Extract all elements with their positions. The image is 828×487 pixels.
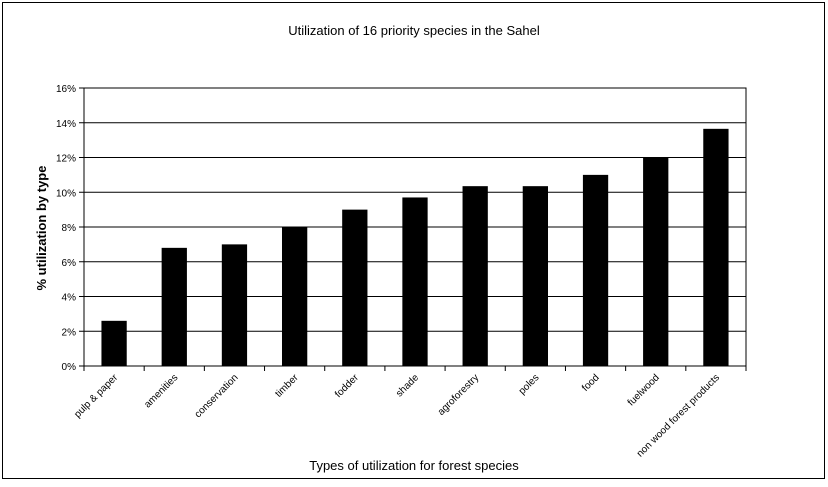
x-axis-title: Types of utilization for forest species: [309, 458, 519, 473]
bar: [643, 157, 669, 366]
y-tick-labels: 0% 2% 4% 6% 8% 10% 12% 14% 16%: [56, 84, 76, 373]
bar: [402, 197, 428, 366]
y-tick-label: 14%: [56, 119, 76, 130]
y-tick-label: 6%: [62, 258, 77, 269]
bar: [342, 209, 368, 366]
bar: [281, 227, 308, 366]
y-tick-label: 16%: [56, 84, 76, 95]
y-tick-label: 8%: [62, 223, 77, 234]
bar: [582, 174, 609, 366]
y-tick-label: 4%: [62, 293, 77, 304]
y-tick-label: 12%: [56, 154, 76, 165]
bar: [221, 244, 248, 366]
bar: [522, 186, 549, 366]
bar: [462, 186, 488, 366]
y-axis-title: % utilization by type: [34, 166, 49, 291]
y-tick-label: 0%: [62, 362, 77, 373]
bars: [101, 128, 729, 366]
y-tick-label: 10%: [56, 188, 76, 199]
bar: [161, 247, 187, 366]
bar: [703, 128, 729, 366]
chart-title: Utilization of 16 priority species in th…: [288, 23, 540, 38]
bar: [101, 320, 127, 366]
y-tick-label: 2%: [62, 327, 77, 338]
